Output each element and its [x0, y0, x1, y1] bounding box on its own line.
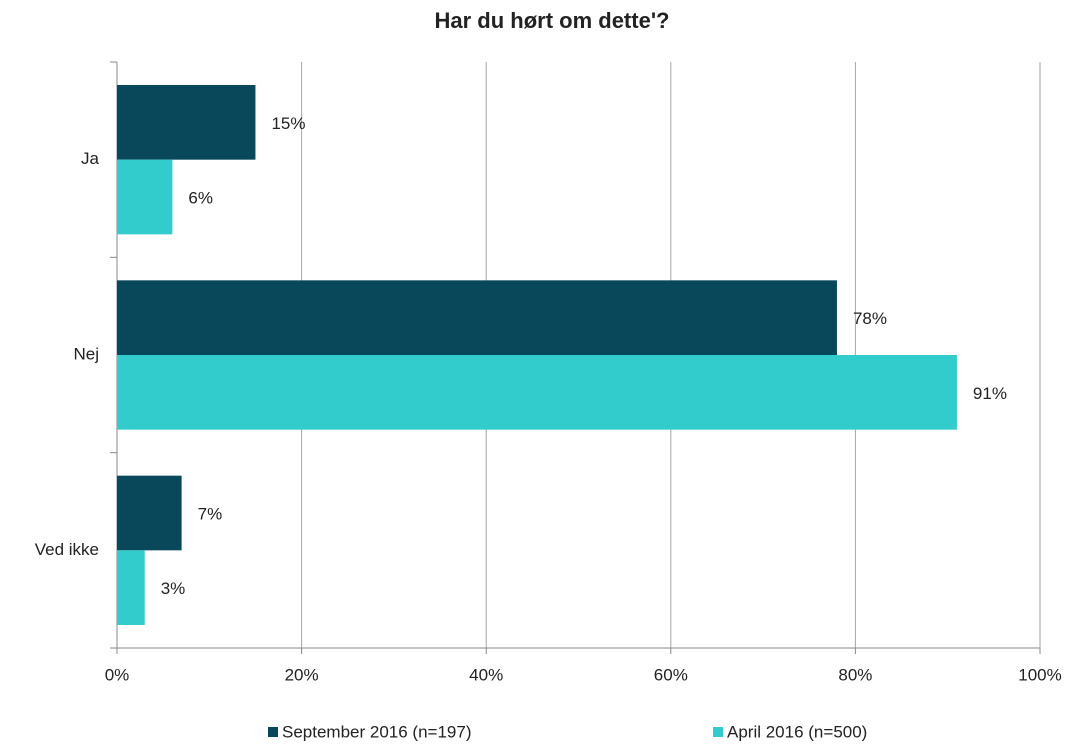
- value-label: 15%: [271, 114, 305, 133]
- x-tick-label: 100%: [1018, 665, 1061, 684]
- bar: [117, 355, 957, 430]
- bar: [117, 550, 145, 625]
- x-tick-label: 20%: [285, 665, 319, 684]
- value-label: 3%: [161, 579, 186, 598]
- legend-swatch: [713, 727, 723, 737]
- chart-title: Har du hørt om dette'?: [434, 8, 669, 33]
- bar: [117, 475, 182, 551]
- y-tick-label: Nej: [73, 344, 99, 363]
- value-label: 78%: [853, 309, 887, 328]
- y-tick-label: Ved ikke: [35, 540, 99, 559]
- x-tick-label: 0%: [105, 665, 130, 684]
- legend-label: April 2016 (n=500): [727, 722, 867, 741]
- bar: [117, 280, 837, 355]
- y-tick-label: Ja: [81, 149, 100, 168]
- value-label: 91%: [973, 384, 1007, 403]
- legend-swatch: [268, 727, 278, 737]
- bar: [117, 85, 256, 160]
- x-tick-label: 40%: [469, 665, 503, 684]
- value-label: 7%: [198, 504, 223, 523]
- legend-label: September 2016 (n=197): [282, 722, 472, 741]
- x-tick-label: 80%: [838, 665, 872, 684]
- x-tick-label: 60%: [654, 665, 688, 684]
- bar: [117, 159, 173, 235]
- value-label: 6%: [188, 188, 213, 207]
